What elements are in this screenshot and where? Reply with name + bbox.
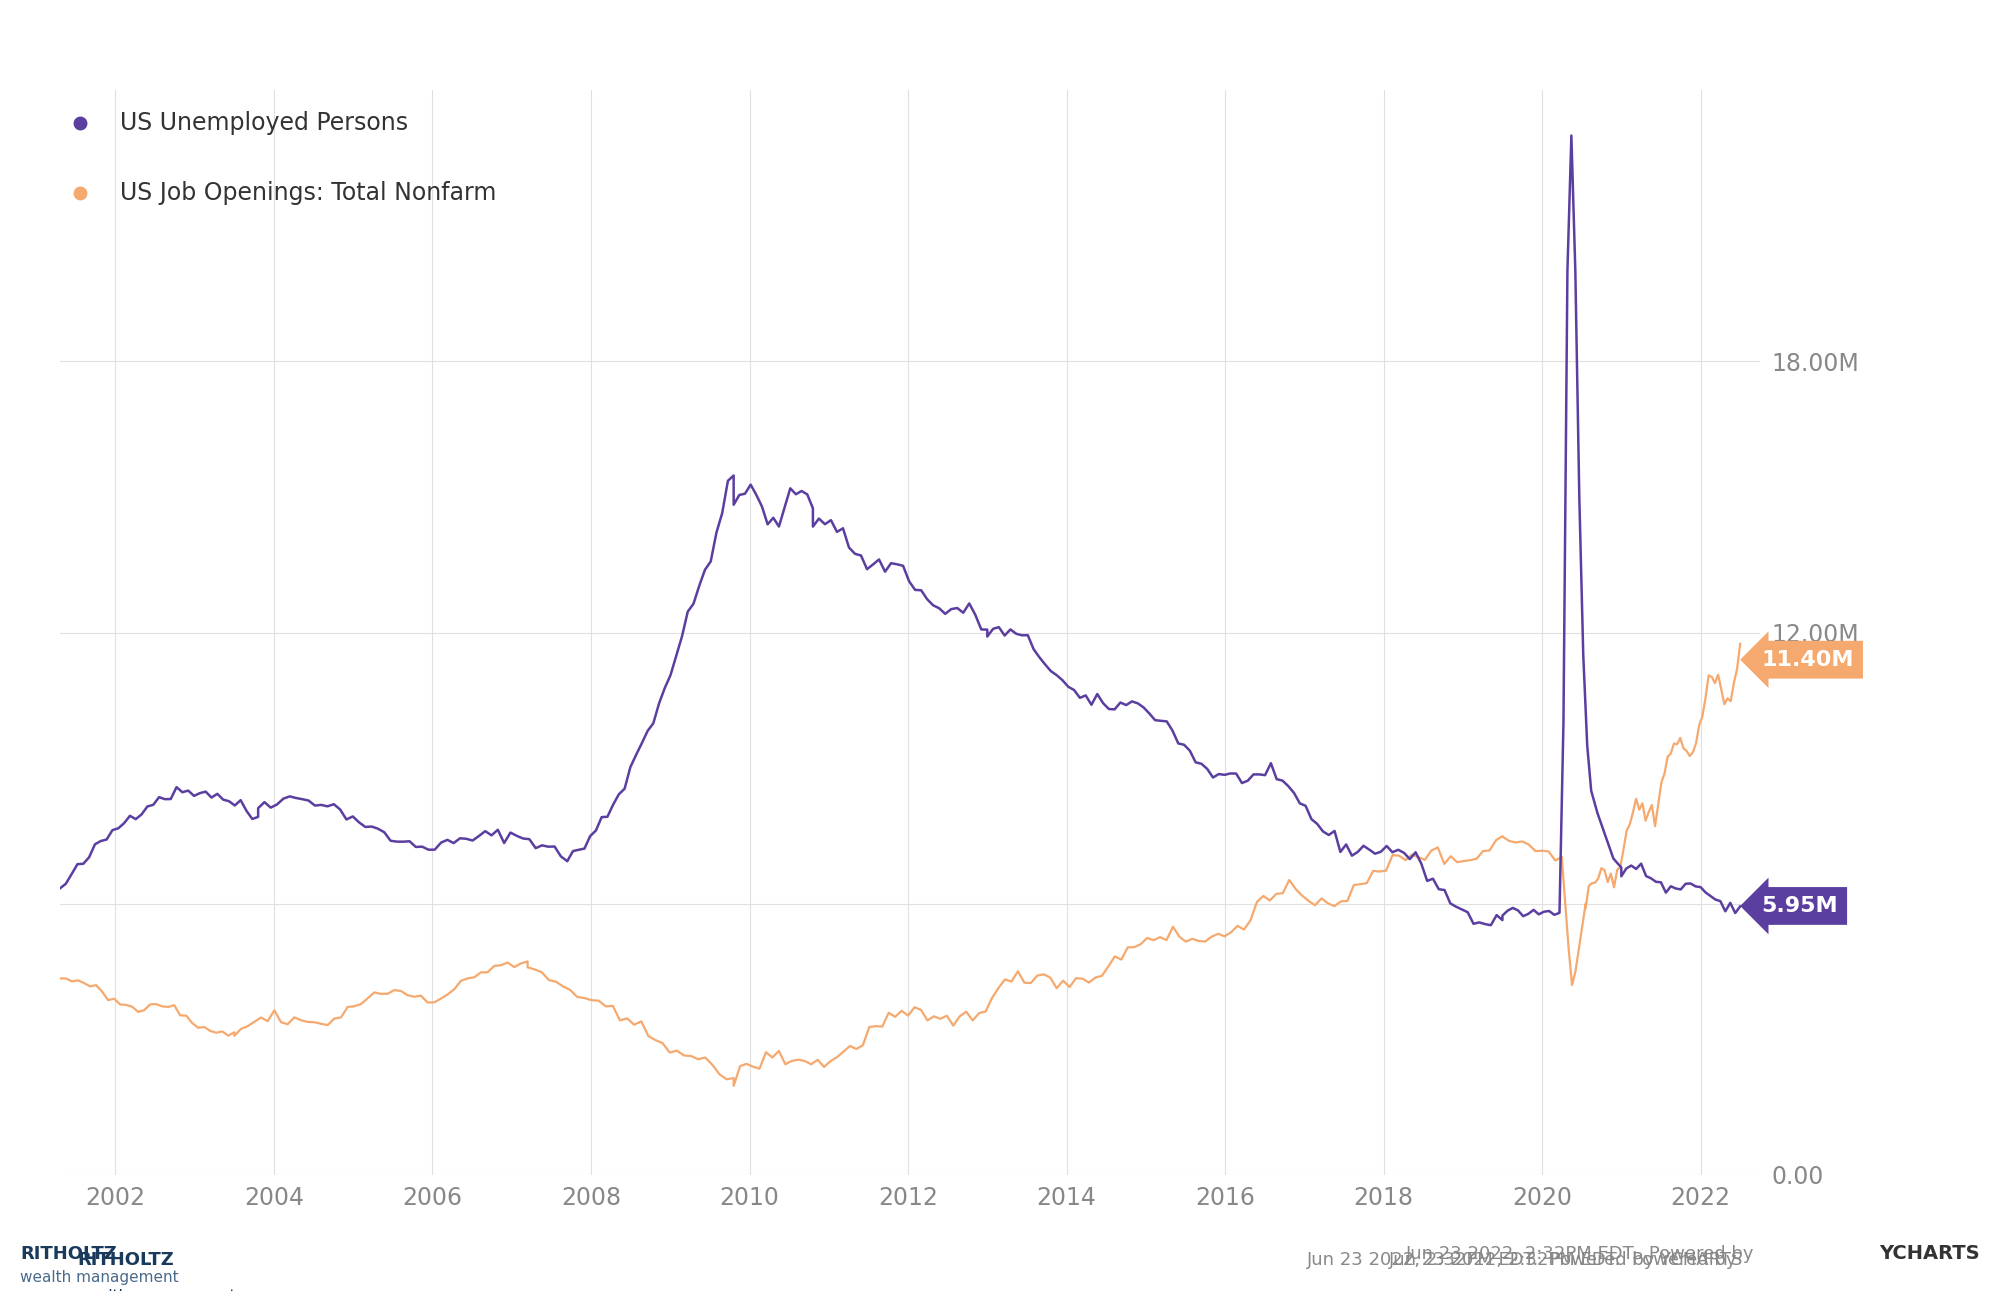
Text: 11.40M: 11.40M xyxy=(1762,649,1854,670)
Text: RITHOLTZ: RITHOLTZ xyxy=(20,1245,116,1263)
Text: Jun 23 2022, 2:32PM EDT.  Powered by YCHARTS: Jun 23 2022, 2:32PM EDT. Powered by YCHA… xyxy=(1306,1251,1744,1269)
Text: YCHARTS: YCHARTS xyxy=(1880,1243,1980,1263)
Text: Jun 23 2022, 2:32PM EDT.  Powered by: Jun 23 2022, 2:32PM EDT. Powered by xyxy=(1406,1245,1760,1263)
Text: US Job Openings: Total Nonfarm: US Job Openings: Total Nonfarm xyxy=(120,182,496,205)
Text: 5.95M: 5.95M xyxy=(1762,896,1838,915)
Text: RITHOLTZ: RITHOLTZ xyxy=(76,1251,174,1269)
Text: Jun 23 2022, 2:32PM EDT.  Powered by: Jun 23 2022, 2:32PM EDT. Powered by xyxy=(1388,1251,1744,1269)
Text: wealth management: wealth management xyxy=(20,1269,178,1285)
Text: US Unemployed Persons: US Unemployed Persons xyxy=(120,111,408,134)
Text: wealth management: wealth management xyxy=(76,1288,236,1291)
